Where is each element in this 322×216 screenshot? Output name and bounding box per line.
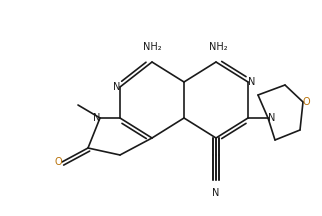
Text: NH₂: NH₂ — [209, 42, 227, 52]
Text: N: N — [268, 113, 275, 123]
Text: N: N — [212, 188, 220, 198]
Text: N: N — [248, 77, 255, 87]
Text: O: O — [303, 97, 311, 107]
Text: NH₂: NH₂ — [143, 42, 161, 52]
Text: N: N — [113, 82, 120, 92]
Text: O: O — [54, 157, 62, 167]
Text: N: N — [93, 113, 100, 123]
